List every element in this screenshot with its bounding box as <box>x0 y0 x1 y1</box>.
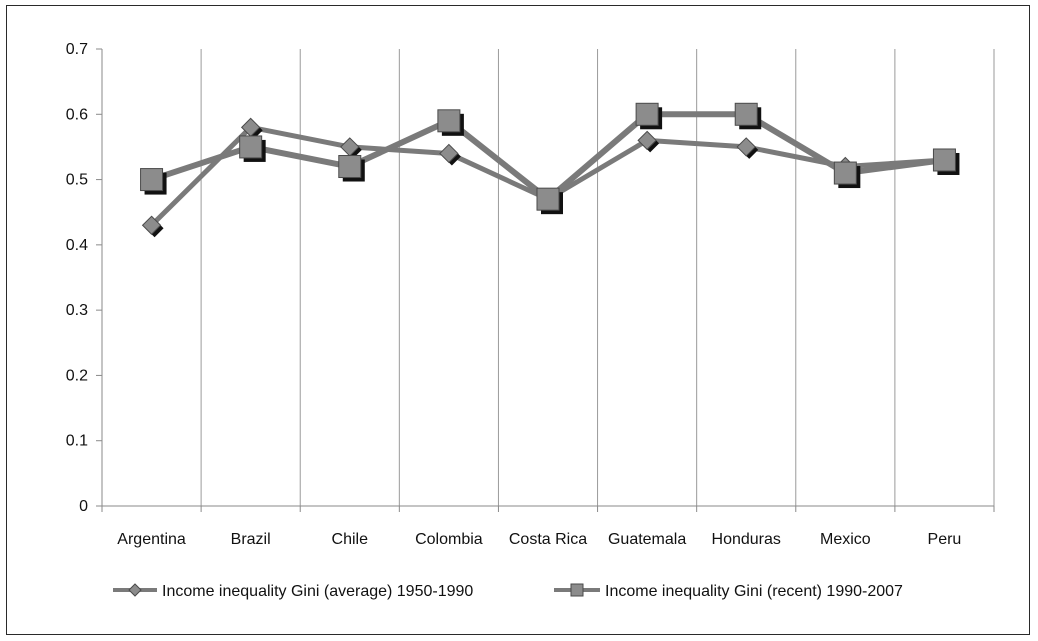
legend-square <box>570 583 584 597</box>
y-tick-label: 0.5 <box>66 172 88 189</box>
x-tick-label: Chile <box>332 531 369 548</box>
y-tick-label: 0.3 <box>66 302 88 319</box>
chart-frame <box>6 5 1030 635</box>
x-tick-label: Peru <box>928 531 962 548</box>
data-point-square <box>635 102 659 126</box>
y-tick-label: 0.7 <box>66 41 88 58</box>
x-axis-ticks: Argentina Brazil Chile Colombia Costa Rica Gu… <box>101 506 995 548</box>
y-axis-ticks: 0 0.1 0.2 0.3 0.4 0.5 0.6 0.7 <box>66 41 102 515</box>
y-tick-label: 0.4 <box>66 237 88 254</box>
data-point-diamond <box>141 215 162 235</box>
y-tick-label: 0.1 <box>66 433 88 450</box>
series-layer <box>140 102 960 238</box>
data-point-square <box>932 148 956 172</box>
x-tick-label: Mexico <box>820 531 871 548</box>
data-point-diamond <box>637 130 657 151</box>
data-point-diamond <box>736 137 756 157</box>
x-tick-label: Brazil <box>231 531 271 548</box>
data-point-square <box>140 168 164 192</box>
y-tick-label: 0.6 <box>66 106 88 123</box>
series-recent <box>140 102 960 215</box>
x-tick-label: Colombia <box>415 531 483 548</box>
legend-diamond <box>128 583 142 597</box>
y-tick-label: 0.2 <box>66 367 88 384</box>
y-tick-label: 0 <box>79 498 88 515</box>
legend-item-average: Income inequality Gini (average) 1950-19… <box>113 583 473 600</box>
legend-label-recent: Income inequality Gini (recent) 1990-200… <box>605 583 903 600</box>
legend: Income inequality Gini (average) 1950-19… <box>113 583 903 600</box>
data-point-square <box>536 187 560 211</box>
data-point-square <box>734 102 758 126</box>
legend-marker-square <box>570 583 584 597</box>
data-point-square <box>338 155 362 179</box>
x-tick-label: Honduras <box>712 531 781 548</box>
axes <box>101 49 994 507</box>
legend-marker-diamond <box>128 583 142 597</box>
data-point-diamond <box>439 143 459 164</box>
data-point-square <box>833 161 857 185</box>
legend-item-recent: Income inequality Gini (recent) 1990-200… <box>554 583 903 600</box>
x-tick-label: Guatemala <box>608 531 686 548</box>
x-tick-label: Argentina <box>117 531 186 548</box>
series-line <box>150 111 945 203</box>
data-point-square <box>239 135 263 159</box>
vertical-gridlines <box>200 49 995 506</box>
legend-label-average: Income inequality Gini (average) 1950-19… <box>162 583 473 600</box>
x-tick-label: Costa Rica <box>509 531 587 548</box>
data-point-square <box>437 109 461 133</box>
